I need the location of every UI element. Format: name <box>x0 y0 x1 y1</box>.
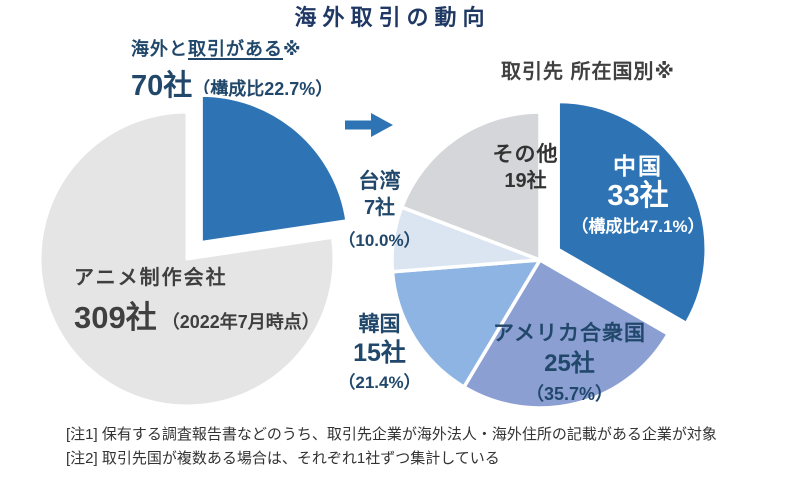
korea-name: 韓国 <box>358 313 401 336</box>
company-name: アニメ制作会社 <box>74 267 228 289</box>
company-count-line: 309社 （2022年7月時点） <box>74 292 320 337</box>
usa-count: 25社 <box>544 350 595 377</box>
footnotes: [注1] 保有する調査報告書などのうち、取引先企業が海外法人・海外住所の記載があ… <box>66 423 717 471</box>
callout-share: （構成比22.7%） <box>192 79 334 99</box>
right-arrow-icon <box>345 113 393 137</box>
pie-slice-韓国 <box>392 258 542 389</box>
right-pie-chart <box>392 99 708 410</box>
taiwan-label: 台湾 7社 （10.0%） <box>327 168 432 252</box>
pie-slice-その他 <box>399 110 542 262</box>
callout-count: 70社 <box>131 70 193 102</box>
company-count: 309社 <box>74 300 157 335</box>
china-label: 中国 33社 （構成比47.1%） <box>553 152 723 238</box>
company-asof: （2022年7月時点） <box>161 312 320 332</box>
callout-line1: 海外と取引がある※ <box>131 35 333 61</box>
usa-share: （35.7%） <box>525 384 614 404</box>
page-title: 海外取引の動向 <box>294 5 491 30</box>
callout-line2: 70社（構成比22.7%） <box>131 62 333 104</box>
footnote-2: [注2] 取引先国が複数ある場合は、それぞれ1社ずつ集計している <box>66 450 500 467</box>
usa-name: アメリカ合衆国 <box>493 322 646 345</box>
overseas-callout: 海外と取引がある※ 70社（構成比22.7%） <box>131 35 333 104</box>
usa-label: アメリカ合衆国 25社 （35.7%） <box>462 320 677 405</box>
china-name: 中国 <box>613 153 663 179</box>
asterisk-mark: ※ <box>283 39 302 59</box>
pie-slice-海外と取引がある <box>199 93 349 244</box>
callout-prefix: 海外と <box>131 39 188 59</box>
korea-share: （21.4%） <box>338 373 421 392</box>
taiwan-name: 台湾 <box>358 170 401 193</box>
pie-slice-アメリカ合衆国 <box>462 258 670 410</box>
anime-company-label: アニメ制作会社 309社 （2022年7月時点） <box>74 261 320 337</box>
china-share: （構成比47.1%） <box>571 217 705 236</box>
korea-count: 15社 <box>353 339 406 367</box>
pie-slice-remainder <box>38 110 336 408</box>
taiwan-count: 7社 <box>363 197 396 219</box>
pie-slice-中国 <box>556 99 708 326</box>
china-count: 33社 <box>607 180 669 212</box>
korea-label: 韓国 15社 （21.4%） <box>327 311 432 394</box>
other-label: その他 19社 <box>468 141 583 194</box>
footnote-1: [注1] 保有する調査報告書などのうち、取引先企業が海外法人・海外住所の記載があ… <box>66 426 717 443</box>
taiwan-share: （10.0%） <box>338 231 421 250</box>
left-pie-chart <box>38 93 349 408</box>
callout-underlined-text: 取引がある <box>188 39 283 59</box>
other-count: 19社 <box>504 170 547 192</box>
other-name: その他 <box>492 143 559 166</box>
destination-heading: 取引先 所在国別※ <box>501 61 675 83</box>
